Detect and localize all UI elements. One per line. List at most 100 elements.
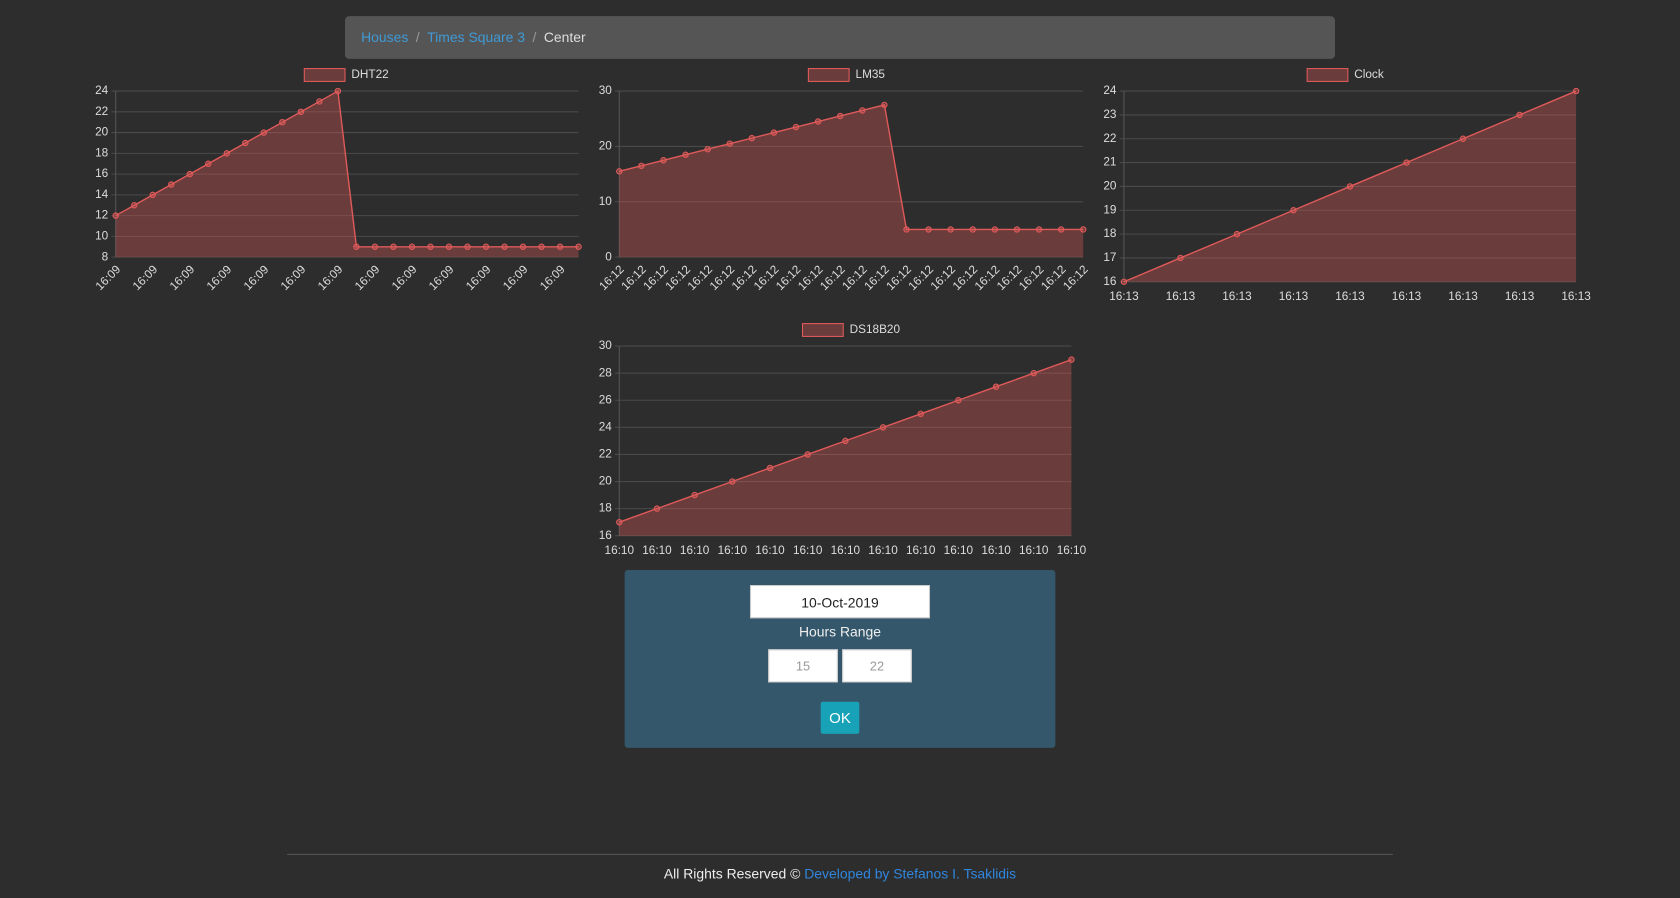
data-point (1459, 135, 1467, 142)
data-point (729, 478, 736, 485)
ok-button[interactable]: OK (820, 701, 860, 734)
data-point (925, 226, 932, 233)
data-point (575, 243, 582, 250)
x-tick-label: 16:10 (906, 544, 936, 557)
x-tick-label: 16:10 (1057, 544, 1087, 557)
x-tick-label: 16:13 (1109, 290, 1139, 303)
data-point (279, 118, 286, 126)
data-point (947, 226, 954, 233)
x-tick-label: 16:10 (680, 544, 710, 557)
to-input[interactable]: 22 (842, 649, 912, 683)
y-tick-label: 20 (95, 126, 109, 139)
breadcrumb-link[interactable]: Times Square 3 (427, 28, 525, 46)
x-tick-label: 16:09 (352, 263, 382, 293)
data-point (556, 243, 564, 250)
x-tick-label: 16:09 (464, 263, 494, 293)
hours-label: Hours Range (798, 623, 882, 640)
data-point (390, 243, 397, 250)
x-tick-label: 16:09 (167, 263, 197, 293)
data-point (616, 168, 623, 175)
data-point (297, 108, 305, 116)
data-point (1346, 183, 1354, 190)
footer-link[interactable]: Developed by Stefanos I. Tsaklidis (804, 865, 1017, 882)
y-tick-label: 20 (1103, 180, 1117, 193)
y-tick-label: 16 (599, 529, 613, 542)
data-point (1572, 87, 1580, 95)
y-tick-label: 30 (599, 84, 613, 97)
breadcrumb-link[interactable]: Houses (361, 28, 409, 46)
data-point (616, 518, 623, 526)
data-point (638, 162, 645, 170)
data-point (748, 134, 756, 142)
legend-swatch (303, 68, 346, 82)
y-tick-label: 22 (95, 105, 108, 118)
y-tick-label: 17 (1103, 251, 1116, 264)
x-tick-label: 16:09 (426, 263, 456, 293)
data-point (660, 157, 667, 164)
x-tick-label: 16:10 (793, 544, 823, 557)
data-point (653, 505, 661, 512)
data-point (1233, 230, 1241, 238)
data-point (501, 243, 508, 250)
data-point (1080, 226, 1087, 233)
x-tick-label: 16:10 (605, 544, 635, 557)
y-tick-label: 16 (1103, 275, 1117, 288)
data-point (726, 140, 733, 147)
legend-label: DHT22 (351, 68, 388, 81)
x-tick-label: 16:13 (1222, 290, 1252, 303)
y-tick-label: 18 (1103, 227, 1117, 240)
y-tick-label: 16 (95, 167, 109, 180)
data-point (168, 181, 175, 188)
x-tick-label: 16:09 (204, 263, 234, 293)
x-tick-label: 16:09 (93, 263, 123, 293)
separator: / (532, 28, 537, 46)
x-tick-label: 16:13 (1561, 290, 1591, 303)
data-point (1035, 226, 1043, 233)
y-tick-label: 18 (95, 146, 109, 159)
x-tick-label: 16:09 (315, 263, 345, 293)
data-point (691, 491, 698, 499)
series-line (619, 104, 1084, 231)
y-tick-label: 24 (1103, 84, 1117, 97)
data-point (353, 243, 360, 250)
data-point (992, 383, 1000, 390)
data-point (464, 243, 471, 250)
data-point (242, 139, 249, 147)
footer-text: All Rights Reserved © (663, 865, 801, 882)
x-tick-label: 16:13 (1392, 290, 1422, 303)
data-point (427, 243, 434, 250)
data-point (881, 101, 888, 109)
data-point (770, 129, 778, 136)
data-point (1120, 278, 1128, 286)
x-tick-label: 16:09 (389, 263, 419, 293)
data-point (1516, 111, 1523, 119)
x-tick-label: 16:10 (831, 544, 861, 557)
data-point (1068, 356, 1075, 363)
x-tick-label: 16:10 (1019, 544, 1049, 557)
y-tick-label: 28 (599, 366, 613, 379)
data-point (112, 212, 119, 219)
y-tick-label: 20 (599, 140, 613, 153)
data-point (814, 118, 822, 125)
data-point (792, 123, 800, 131)
x-tick-label: 16:10 (755, 544, 785, 557)
footer: All Rights Reserved © Developed by Stefa… (287, 853, 1393, 882)
date-input[interactable]: 10-Oct-2019 (750, 585, 931, 619)
data-point (519, 243, 527, 250)
data-point (223, 150, 231, 157)
data-point (682, 151, 689, 158)
x-tick-label: 16:13 (1505, 290, 1535, 303)
data-point (149, 191, 156, 199)
x-tick-label: 16:10 (868, 544, 898, 557)
data-point (991, 226, 999, 233)
y-tick-label: 23 (1103, 108, 1117, 121)
series-line (619, 358, 1072, 523)
y-tick-label: 30 (599, 339, 613, 352)
from-input[interactable]: 15 (768, 649, 838, 683)
data-point (1403, 159, 1410, 166)
legend-label: LM35 (856, 68, 886, 81)
y-tick-label: 10 (95, 229, 109, 242)
x-tick-label: 16:12 (1061, 263, 1091, 293)
